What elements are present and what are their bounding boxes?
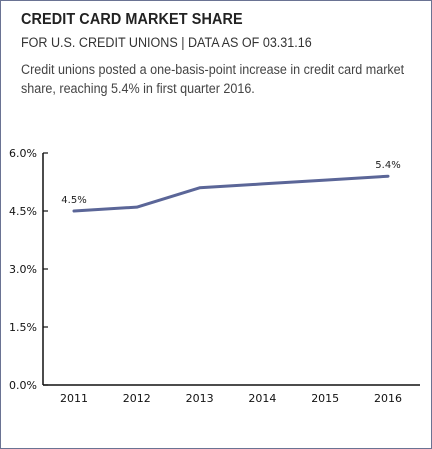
data-labels: 4.5% 5.4% [61,160,400,206]
y-tick-label: 4.5% [9,205,37,218]
y-axis-ticks: 0.0% 1.5% 3.0% 4.5% 6.0% [9,147,48,392]
y-tick-label: 0.0% [9,379,37,392]
chart-subtitle: FOR U.S. CREDIT UNIONS | DATA AS OF 03.3… [21,35,312,50]
x-tick-label: 2012 [123,392,151,405]
x-tick-label: 2013 [186,392,214,405]
description-line-1: Credit unions posted a one-basis-point i… [21,62,405,77]
x-axis-ticks: 2011 2012 2013 2014 2015 2016 [60,392,402,405]
x-tick-label: 2016 [374,392,402,405]
y-tick-label: 6.0% [9,147,37,160]
chart-title: CREDIT CARD MARKET SHARE [21,11,243,28]
x-tick-label: 2011 [60,392,88,405]
chart-axes [42,153,420,386]
y-tick-label: 1.5% [9,321,37,334]
description-line-2: share, reaching 5.4% in first quarter 20… [21,81,255,96]
chart-description: Credit unions posted a one-basis-point i… [21,60,430,98]
series-line [72,174,390,213]
x-tick-label: 2014 [248,392,276,405]
data-label: 5.4% [375,160,400,171]
data-label: 4.5% [61,195,86,206]
y-tick-label: 3.0% [9,263,37,276]
chart-series [72,174,390,213]
x-tick-label: 2015 [311,392,339,405]
